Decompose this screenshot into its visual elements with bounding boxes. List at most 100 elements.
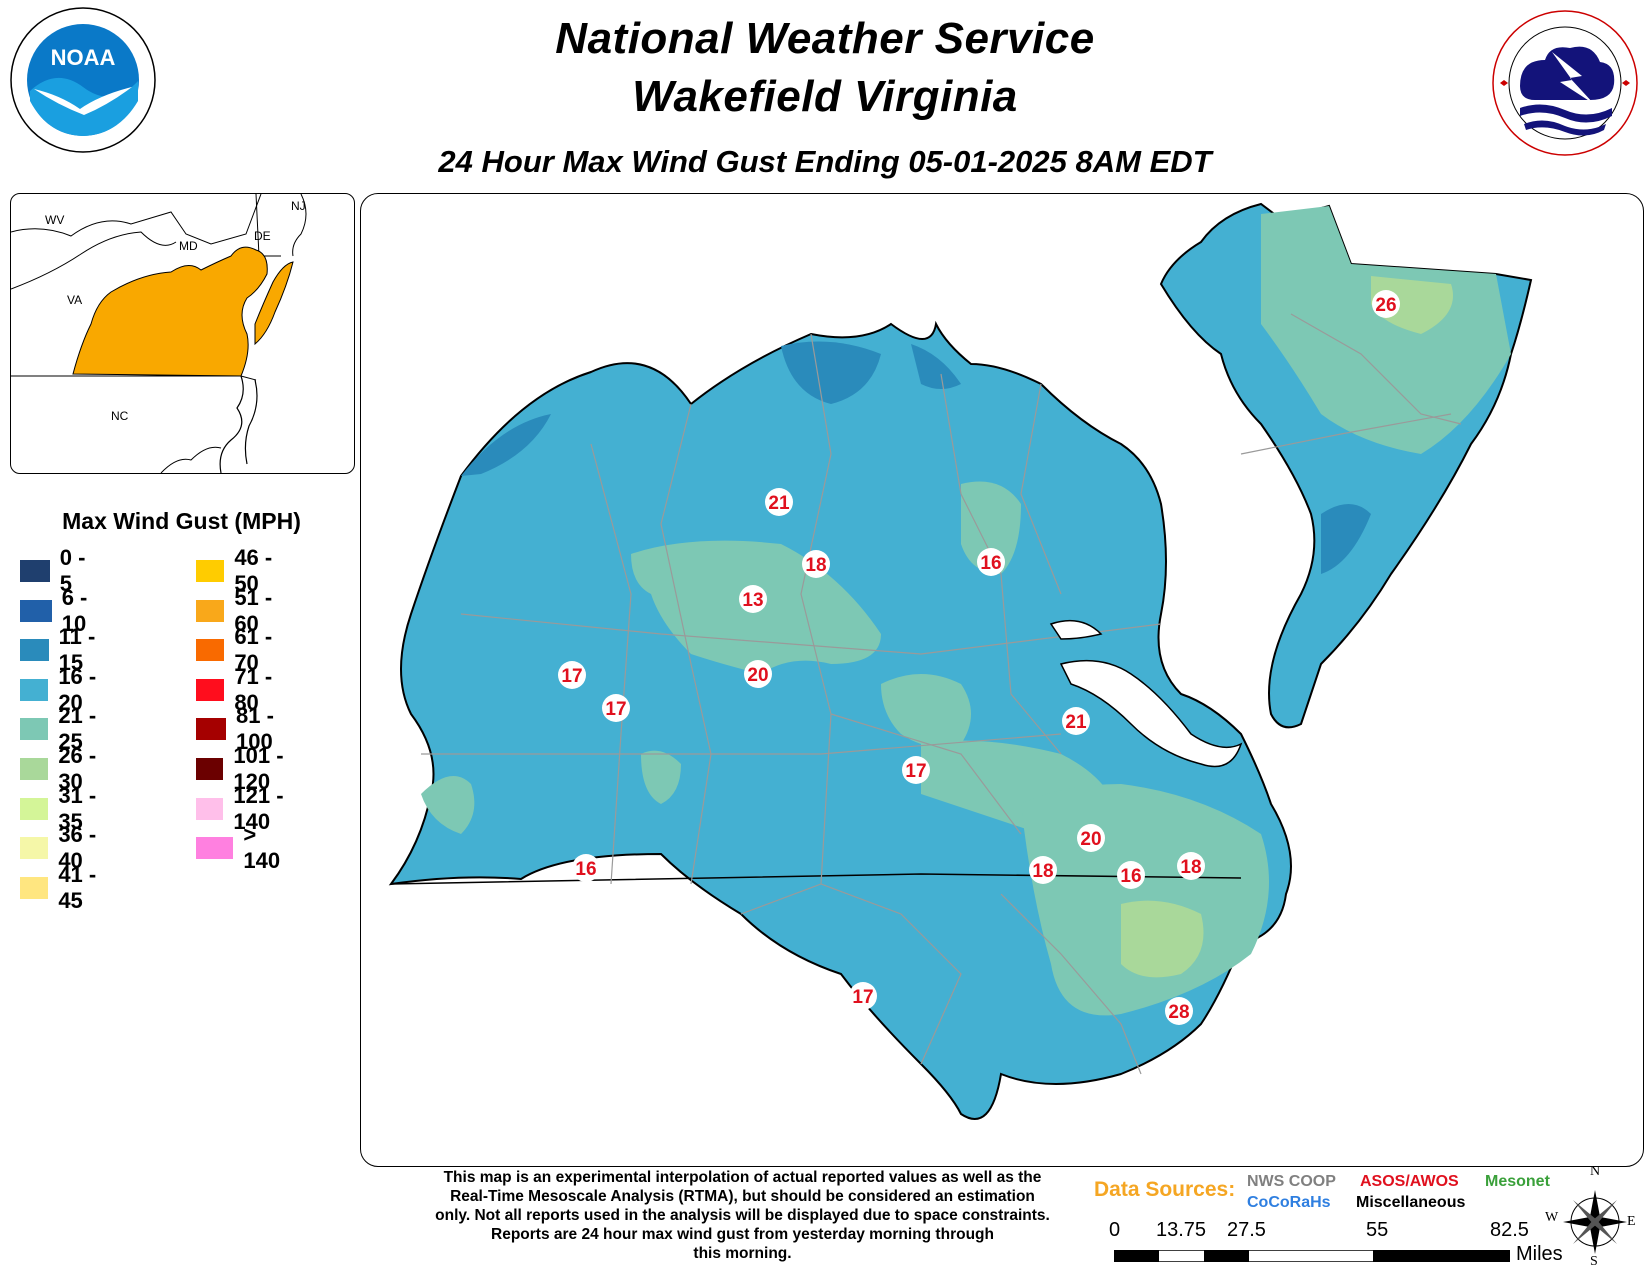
- legend-label: 0 - 5: [59, 545, 86, 596]
- inset-label-va: VA: [67, 293, 82, 307]
- legend-swatch: [196, 718, 227, 741]
- page-title: National Weather Service: [555, 14, 1095, 63]
- legend-item: > 140: [196, 822, 289, 873]
- legend-item: 31 - 35: [20, 783, 100, 834]
- legend-title: Max Wind Gust (MPH): [62, 508, 301, 534]
- legend-swatch: [20, 876, 49, 899]
- station-value: 17: [561, 666, 582, 687]
- station-marker: 17: [602, 694, 630, 722]
- map-subtitle: 24 Hour Max Wind Gust Ending 05-01-2025 …: [438, 144, 1212, 179]
- legend-item: 26 - 30: [20, 743, 100, 794]
- legend-swatch: [196, 560, 225, 582]
- legend-label: 41 - 45: [58, 861, 97, 913]
- station-marker: 20: [1077, 824, 1105, 852]
- station-value: 28: [1168, 1002, 1189, 1023]
- station-value: 18: [805, 555, 826, 576]
- legend-label: 121 - 140: [233, 782, 284, 834]
- legend-swatch: [20, 837, 49, 860]
- legend-swatch: [20, 560, 50, 582]
- legend-label: 36 - 40: [58, 822, 97, 874]
- station-marker: 13: [739, 585, 767, 613]
- station-value: 13: [742, 590, 763, 611]
- legend-swatch: [20, 639, 49, 662]
- legend-label: 31 - 35: [58, 782, 97, 834]
- source-mesonet: Mesonet: [1485, 1173, 1550, 1190]
- source-nws-coop: NWS COOP: [1247, 1173, 1336, 1190]
- page-title-location: Wakefield Virginia: [632, 72, 1018, 121]
- station-marker: 21: [765, 488, 793, 516]
- inset-label-md: MD: [179, 239, 198, 253]
- compass-w: W: [1545, 1210, 1559, 1225]
- inset-label-de: DE: [254, 229, 271, 243]
- disclaimer-line: Reports are 24 hour max wind gust from y…: [491, 1226, 994, 1243]
- legend-item: 101 - 120: [196, 743, 289, 794]
- legend-item: 61 - 70: [196, 624, 276, 675]
- station-marker: 18: [1177, 852, 1205, 880]
- station-value: 17: [905, 761, 926, 782]
- scale-tick: 82.5: [1490, 1219, 1529, 1241]
- legend-label: > 140: [243, 822, 281, 874]
- scale-bar: [1113, 1249, 1511, 1263]
- locator-inset-map: WV MD DE NJ VA NC: [10, 193, 355, 474]
- legend-swatch: [20, 797, 49, 820]
- disclaimer-line: This map is an experimental interpolatio…: [443, 1169, 1042, 1186]
- source-cocorahs: CoCoRaHs: [1247, 1194, 1331, 1211]
- station-value: 16: [980, 553, 1001, 574]
- legend-swatch: [20, 678, 49, 701]
- station-value: 20: [1080, 829, 1101, 850]
- scale-tick: 55: [1366, 1219, 1389, 1241]
- station-value: 20: [747, 665, 768, 686]
- station-marker: 16: [977, 548, 1005, 576]
- legend-swatch: [196, 837, 234, 860]
- station-value: 21: [768, 493, 790, 514]
- legend-item: 41 - 45: [20, 862, 100, 913]
- legend-item: 16 - 20: [20, 664, 100, 715]
- legend-swatch: [20, 718, 49, 741]
- scale-tick: 13.75: [1156, 1219, 1207, 1241]
- station-marker: 18: [1029, 856, 1057, 884]
- station-marker: 17: [902, 756, 930, 784]
- station-value: 17: [605, 699, 626, 720]
- legend-label: 16 - 20: [58, 663, 97, 715]
- source-asos-awos: ASOS/AWOS: [1360, 1173, 1459, 1190]
- legend-item: 46 - 50: [196, 545, 276, 596]
- station-marker: 16: [572, 854, 600, 882]
- station-value: 21: [1065, 712, 1087, 733]
- legend-label: 71 - 80: [234, 663, 273, 715]
- legend-label: 11 - 15: [58, 624, 96, 676]
- legend-label: 21 - 25: [58, 703, 97, 755]
- legend-item: 11 - 15: [20, 624, 100, 675]
- disclaimer-line: Real-Time Mesoscale Analysis (RTMA), but…: [450, 1188, 1035, 1205]
- legend-item: 121 - 140: [196, 783, 289, 834]
- legend-swatch: [20, 599, 52, 622]
- legend-label: 46 - 50: [234, 545, 273, 596]
- inset-label-nj: NJ: [291, 199, 306, 213]
- legend-item: 51 - 60: [196, 585, 276, 636]
- station-value: 18: [1032, 861, 1053, 882]
- station-value: 18: [1180, 857, 1201, 878]
- legend-item: 21 - 25: [20, 703, 100, 754]
- station-marker: 28: [1165, 997, 1193, 1025]
- wind-gust-map: 26 21 18 16 13 20 17 17 21 17 20 16 18 1…: [360, 193, 1644, 1167]
- compass-s: S: [1590, 1254, 1598, 1269]
- station-value: 26: [1375, 295, 1396, 316]
- station-labels: 26 21 18 16 13 20 17 17 21 17 20 16 18 1…: [558, 290, 1400, 1025]
- noaa-logo: NOAA: [8, 5, 158, 155]
- legend-swatch: [20, 758, 49, 780]
- scale-tick: 27.5: [1227, 1219, 1266, 1241]
- source-miscellaneous: Miscellaneous: [1356, 1194, 1466, 1211]
- station-value: 16: [1120, 866, 1141, 887]
- disclaimer-line: this morning.: [693, 1245, 792, 1262]
- station-marker: 17: [849, 982, 877, 1010]
- station-marker: 20: [744, 660, 772, 688]
- compass-n: N: [1590, 1164, 1601, 1179]
- scale-unit: Miles: [1516, 1243, 1563, 1265]
- legend-item: 81 - 100: [196, 703, 289, 754]
- inset-label-nc: NC: [111, 409, 129, 423]
- data-sources-label: Data Sources:: [1094, 1178, 1236, 1201]
- scale-tick: 0: [1109, 1219, 1121, 1241]
- legend-label: 26 - 30: [58, 743, 97, 794]
- inset-label-wv: WV: [45, 213, 64, 227]
- station-value: 16: [575, 859, 596, 880]
- legend-label: 101 - 120: [233, 743, 284, 794]
